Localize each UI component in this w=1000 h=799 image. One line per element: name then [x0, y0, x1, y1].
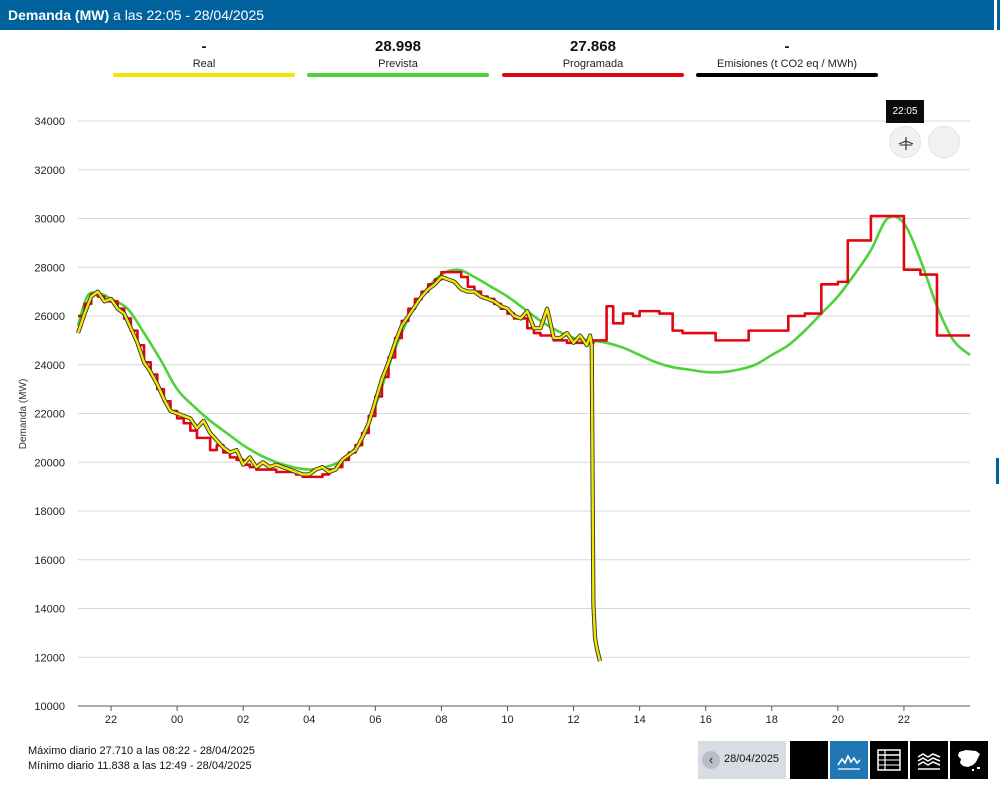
y-tick-label: 14000 — [34, 604, 65, 616]
y-tick-label: 10000 — [34, 701, 65, 713]
legend: - Real 28.998 Prevista 27.868 Programada… — [0, 38, 1000, 82]
y-tick-label: 20000 — [34, 457, 65, 469]
stacked-area-icon — [917, 753, 941, 770]
legend-prevista[interactable]: 28.998 Prevista — [307, 38, 489, 77]
legend-emisiones-label: Emisiones (t CO2 eq / MWh) — [717, 58, 857, 70]
series-programada-line — [78, 214, 970, 479]
chart-series — [76, 214, 971, 662]
selected-date: 28/04/2025 — [724, 753, 780, 765]
line-chart-icon — [837, 754, 861, 770]
secondary-circle-button[interactable] — [928, 126, 960, 158]
x-tick-label: 00 — [171, 714, 183, 726]
legend-prevista-label: Prevista — [378, 58, 418, 70]
series-prevista-line — [76, 214, 971, 471]
header-edge — [997, 0, 1000, 30]
legend-real[interactable]: - Real — [113, 38, 295, 77]
x-tick-label: 08 — [435, 714, 447, 726]
x-axis-ticks: 22 00 02 04 06 08 10 12 14 16 18 20 22 — [105, 706, 910, 726]
legend-emisiones-bar — [696, 73, 878, 77]
legend-real-bar — [113, 73, 295, 77]
x-tick-label: 20 — [832, 714, 844, 726]
x-tick-label: 22 — [105, 714, 117, 726]
y-tick-label: 22000 — [34, 409, 65, 421]
y-tick-label: 24000 — [34, 360, 65, 372]
legend-programada-label: Programada — [562, 58, 624, 70]
y-tick-label: 30000 — [34, 214, 65, 226]
header-title-bold: Demanda (MW) — [8, 7, 110, 23]
chart-header: Demanda (MW) a las 22:05 - 28/04/2025 — [0, 0, 994, 30]
y-tick-label: 16000 — [34, 555, 65, 567]
legend-programada-bar — [502, 73, 684, 77]
date-selector[interactable]: ‹ 28/04/2025 — [698, 741, 786, 779]
map-view-button[interactable] — [950, 741, 988, 779]
series-real-outline — [76, 274, 603, 662]
y-axis-label: Demanda (MW) — [18, 379, 29, 450]
y-tick-label: 32000 — [34, 165, 65, 177]
x-tick-label: 22 — [898, 714, 910, 726]
legend-programada[interactable]: 27.868 Programada — [502, 38, 684, 77]
series-real-line — [76, 275, 602, 662]
legend-emisiones-value: - — [784, 38, 790, 55]
wind-turbine-icon — [898, 137, 914, 150]
y-tick-label: 34000 — [34, 116, 65, 128]
x-tick-label: 12 — [567, 714, 579, 726]
x-tick-label: 06 — [369, 714, 381, 726]
legend-programada-value: 27.868 — [570, 38, 616, 55]
daily-stats: Máximo diario 27.710 a las 08:22 - 28/04… — [28, 744, 255, 774]
y-axis-ticks: 10000 12000 14000 16000 18000 20000 22000 24000… — [34, 116, 65, 713]
area-view-button[interactable] — [910, 741, 948, 779]
header-title-rest: a las 22:05 - 28/04/2025 — [109, 7, 265, 23]
time-tooltip: 22:05 — [886, 100, 924, 123]
x-tick-label: 02 — [237, 714, 249, 726]
table-view-button[interactable] — [870, 741, 908, 779]
daily-min: Mínimo diario 11.838 a las 12:49 - 28/04… — [28, 760, 252, 772]
x-tick-label: 04 — [303, 714, 315, 726]
legend-prevista-bar — [307, 73, 489, 77]
blank-view-button[interactable] — [790, 741, 828, 779]
y-tick-label: 12000 — [34, 652, 65, 664]
table-icon — [877, 749, 901, 771]
x-tick-label: 10 — [501, 714, 513, 726]
demand-chart: 10000 12000 14000 16000 18000 20000 22000 24000… — [18, 116, 971, 726]
spain-map-icon — [958, 750, 980, 771]
y-tick-label: 18000 — [34, 506, 65, 518]
line-chart-view-button[interactable] — [830, 741, 868, 779]
chevron-left-icon[interactable]: ‹ — [702, 751, 720, 769]
legend-real-value: - — [201, 38, 207, 55]
y-tick-label: 26000 — [34, 311, 65, 323]
x-tick-label: 18 — [766, 714, 778, 726]
x-tick-label: 16 — [700, 714, 712, 726]
legend-prevista-value: 28.998 — [375, 38, 421, 55]
y-tick-label: 28000 — [34, 262, 65, 274]
daily-max: Máximo diario 27.710 a las 08:22 - 28/04… — [28, 745, 255, 757]
x-tick-label: 14 — [634, 714, 646, 726]
side-marker — [996, 458, 999, 484]
legend-emisiones[interactable]: - Emisiones (t CO2 eq / MWh) — [696, 38, 878, 77]
wind-button[interactable] — [889, 126, 921, 158]
chart-grid — [78, 120, 970, 707]
legend-real-label: Real — [192, 58, 216, 70]
